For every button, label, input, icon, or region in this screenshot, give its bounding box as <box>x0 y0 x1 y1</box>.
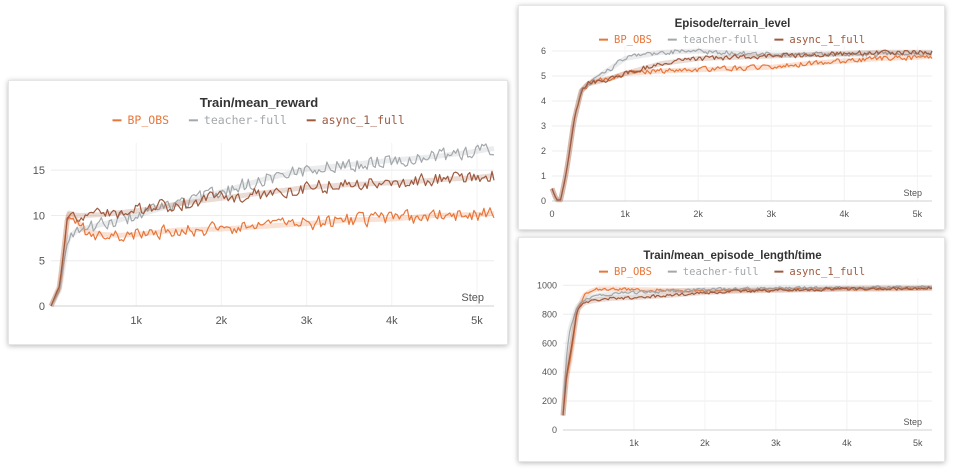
legend-item[interactable]: teacher-full <box>188 113 287 127</box>
series-band <box>560 285 933 416</box>
x-axis-label: Step <box>461 292 484 304</box>
y-tick-label: 1 <box>541 171 546 181</box>
x-tick-label: 2k <box>693 209 703 219</box>
x-tick-label: 3k <box>301 315 313 327</box>
series-band <box>48 173 495 307</box>
x-tick-label: 0 <box>549 209 554 219</box>
y-tick-label: 400 <box>542 367 557 377</box>
y-tick-label: 200 <box>542 396 557 406</box>
series-band <box>48 211 495 308</box>
x-tick-label: 2k <box>700 438 710 448</box>
legend-label: async_1_full <box>322 113 405 127</box>
y-tick-label: 800 <box>542 309 557 319</box>
chart-title: Train/mean_reward <box>200 95 319 110</box>
legend-item[interactable]: BP_OBS <box>599 34 652 46</box>
x-tick-label: 2k <box>216 315 228 327</box>
y-tick-label: 3 <box>541 121 546 131</box>
legend-label: async_1_full <box>789 34 865 46</box>
chart-title: Episode/terrain_level <box>675 18 791 30</box>
series-line[interactable] <box>562 285 933 416</box>
mean-reward-chart: 0 5 10 15 1k 2k 3k 4k 5k Step Train/mean_reward BP_… <box>33 95 495 327</box>
y-tick-label: 10 <box>33 210 45 222</box>
legend-label: teacher-full <box>683 34 759 46</box>
terrain-level-chart: 0 1 2 3 4 5 6 0 1k 2k 3k 4k 5k Step Episode/terrain_le… <box>541 18 933 219</box>
legend-item[interactable]: teacher-full <box>667 266 759 278</box>
y-tick-label: 1000 <box>537 280 557 290</box>
series-band <box>560 284 933 416</box>
legend-label: teacher-full <box>204 113 287 127</box>
terrain-level-panel: 0 1 2 3 4 5 6 0 1k 2k 3k 4k 5k Step Episode/terrain_le… <box>518 5 945 230</box>
legend-label: BP_OBS <box>128 113 170 127</box>
x-tick-label: 3k <box>766 209 776 219</box>
series-line[interactable] <box>50 143 495 307</box>
y-tick-label: 0 <box>39 301 45 313</box>
x-tick-label: 1k <box>130 315 142 327</box>
x-tick-label: 3k <box>771 438 781 448</box>
x-tick-label: 4k <box>842 438 852 448</box>
y-tick-label: 0 <box>552 425 557 435</box>
legend-label: BP_OBS <box>614 34 652 46</box>
legend-label: BP_OBS <box>614 266 652 278</box>
x-tick-label: 5k <box>471 315 483 327</box>
series-band <box>549 48 933 203</box>
episode-length-chart: 0 200 400 600 800 1000 1k 2k 3k 4k 5k Step Train/mea… <box>537 250 933 448</box>
series-line[interactable] <box>50 207 495 307</box>
x-tick-label: 4k <box>840 209 850 219</box>
x-tick-label: 5k <box>913 209 923 219</box>
y-tick-label: 2 <box>541 146 546 156</box>
legend-label: teacher-full <box>683 266 759 278</box>
legend-item[interactable]: BP_OBS <box>599 266 652 278</box>
chart-title: Train/mean_episode_length/time <box>643 250 821 262</box>
y-tick-label: 4 <box>541 96 546 106</box>
x-tick-label: 1k <box>629 438 639 448</box>
legend-item[interactable]: async_1_full <box>306 113 405 127</box>
x-axis-label: Step <box>903 417 922 427</box>
series-line[interactable] <box>551 48 933 201</box>
series-line[interactable] <box>562 286 933 416</box>
episode-length-panel: 0 200 400 600 800 1000 1k 2k 3k 4k 5k Step Train/mea… <box>518 237 945 462</box>
series-line[interactable] <box>562 286 933 416</box>
y-tick-label: 600 <box>542 338 557 348</box>
legend-item[interactable]: teacher-full <box>667 34 759 46</box>
x-axis-label: Step <box>903 188 922 198</box>
x-tick-label: 5k <box>913 438 923 448</box>
mean-reward-panel: 0 5 10 15 1k 2k 3k 4k 5k Step Train/mean_reward BP_… <box>8 80 508 345</box>
y-tick-label: 0 <box>541 196 546 206</box>
legend-item[interactable]: BP_OBS <box>112 113 170 127</box>
series-line[interactable] <box>50 170 495 307</box>
series-line[interactable] <box>551 49 933 201</box>
series-band <box>560 285 933 416</box>
y-tick-label: 6 <box>541 46 546 56</box>
y-tick-label: 5 <box>541 71 546 81</box>
x-tick-label: 1k <box>620 209 630 219</box>
x-tick-label: 4k <box>386 315 398 327</box>
y-tick-label: 15 <box>33 165 45 177</box>
legend-label: async_1_full <box>789 266 865 278</box>
legend-item[interactable]: async_1_full <box>774 266 865 278</box>
y-tick-label: 5 <box>39 256 45 268</box>
legend-item[interactable]: async_1_full <box>774 34 865 46</box>
